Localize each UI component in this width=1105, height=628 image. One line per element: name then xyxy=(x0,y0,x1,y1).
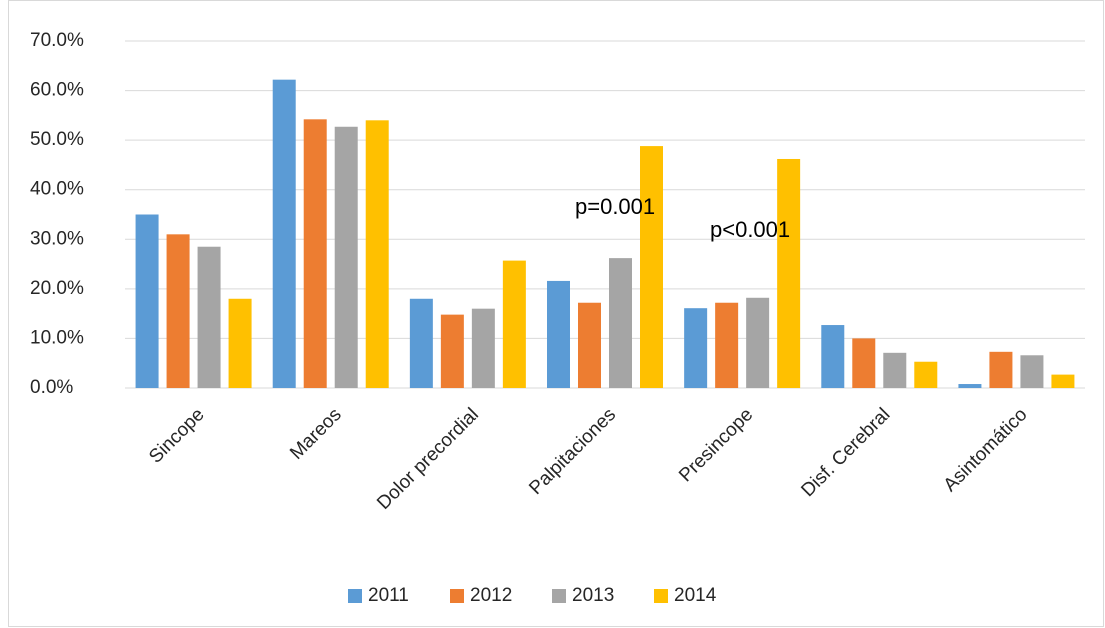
x-tick-label: Presincope xyxy=(675,404,757,486)
bar xyxy=(303,119,327,388)
legend-swatch xyxy=(552,589,566,603)
legend-label: 2013 xyxy=(572,585,614,606)
bar xyxy=(684,308,708,388)
bar xyxy=(989,351,1013,388)
bar xyxy=(958,384,982,388)
y-tick-label: 70.0% xyxy=(30,30,84,51)
x-tick-label: Mareos xyxy=(286,404,346,464)
y-tick-label: 50.0% xyxy=(30,129,84,150)
annotation: p=0.001 xyxy=(575,194,655,219)
legend-label: 2012 xyxy=(470,585,512,606)
bar xyxy=(777,158,801,388)
bar xyxy=(409,298,433,388)
x-tick-label: Asintomático xyxy=(940,404,1032,496)
legend-swatch xyxy=(450,589,464,603)
bar xyxy=(746,297,770,388)
bar xyxy=(471,308,495,388)
y-tick-label: 40.0% xyxy=(30,179,84,200)
bar xyxy=(609,258,632,388)
x-tick-label: Disf. Cerebral xyxy=(797,404,894,501)
y-tick-label: 10.0% xyxy=(30,327,84,348)
legend-swatch xyxy=(654,589,668,603)
bar xyxy=(166,234,190,388)
bar xyxy=(1051,374,1075,388)
bar xyxy=(821,325,845,388)
bar xyxy=(502,260,526,388)
y-tick-label: 60.0% xyxy=(30,80,84,101)
y-tick-label: 0.0% xyxy=(30,377,73,398)
bar xyxy=(228,298,252,388)
bar xyxy=(197,246,221,388)
bar xyxy=(883,352,907,388)
annotation: p<0.001 xyxy=(710,217,790,242)
bar xyxy=(440,314,464,388)
y-tick-label: 20.0% xyxy=(30,278,84,299)
bar xyxy=(852,338,876,388)
bar xyxy=(914,361,938,388)
bar xyxy=(135,214,159,388)
x-tick-label: Dolor precordial xyxy=(373,404,483,514)
x-tick-label: Palpitaciones xyxy=(525,404,620,499)
legend-swatch xyxy=(348,589,362,603)
bar xyxy=(547,280,570,388)
bar xyxy=(272,79,296,388)
legend-label: 2014 xyxy=(674,585,717,606)
bar xyxy=(715,302,739,388)
bar xyxy=(1020,355,1044,388)
y-tick-label: 30.0% xyxy=(30,228,84,249)
bar xyxy=(365,120,389,389)
bars xyxy=(135,79,1075,389)
bar xyxy=(640,146,663,388)
chart-frame xyxy=(8,0,1104,627)
x-tick-label: Sincope xyxy=(145,404,208,467)
bar xyxy=(578,302,601,388)
bar xyxy=(334,126,358,388)
legend-label: 2011 xyxy=(368,585,409,606)
